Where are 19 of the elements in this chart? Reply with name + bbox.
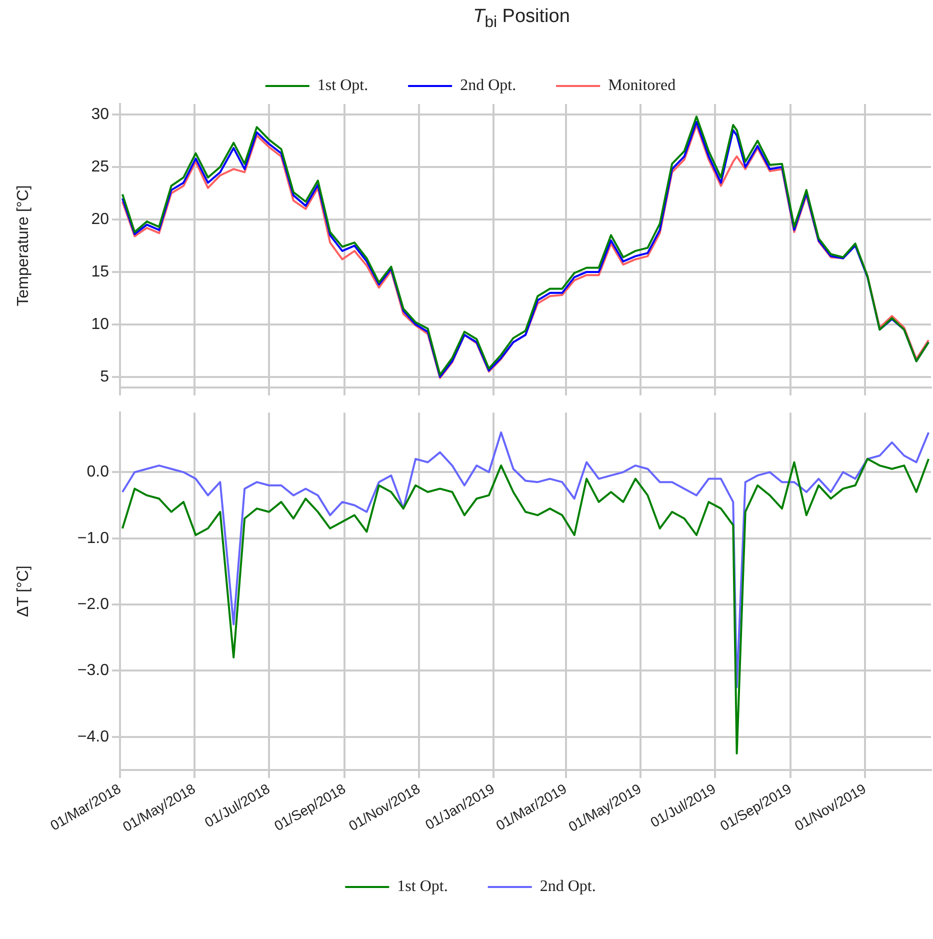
- y-tick-label: −4.0: [77, 728, 110, 746]
- y-tick-label: 20: [91, 210, 110, 228]
- legend-label: 1st Opt.: [397, 878, 448, 896]
- y-axis-title: ΔT [°C]: [15, 566, 32, 618]
- legend-label: Monitored: [608, 77, 676, 94]
- legend-label: 1st Opt.: [317, 77, 368, 94]
- y-tick-label: −2.0: [77, 596, 110, 613]
- y-tick-label: 0.0: [86, 464, 110, 481]
- y-tick-label: 5: [100, 368, 110, 386]
- legend-label: 2nd Opt.: [460, 77, 516, 94]
- chart-title: T$_{bi}$ Position: [472, 5, 571, 33]
- y-tick-label: 30: [91, 106, 110, 123]
- y-tick-label: 15: [91, 263, 110, 280]
- y-tick-label: −3.0: [77, 662, 110, 680]
- legend-label: 2nd Opt.: [540, 878, 596, 896]
- y-tick-label: 10: [91, 316, 110, 333]
- y-axis-title: Temperature [°C]: [15, 185, 32, 306]
- y-tick-label: 25: [91, 158, 110, 176]
- y-tick-label: −1.0: [77, 530, 110, 547]
